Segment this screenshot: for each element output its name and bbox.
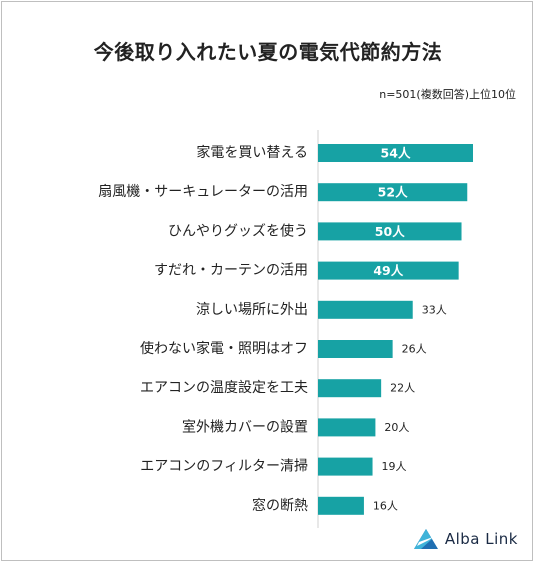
value-label: 16人 [373, 499, 398, 512]
bar [318, 457, 373, 476]
brand-name: Alba Link [444, 530, 518, 548]
value-label: 26人 [402, 343, 427, 356]
sample-note: n=501(複数回答)上位10位 [379, 88, 516, 101]
category-label: 窓の断熱 [252, 497, 308, 514]
category-label: 室外機カバーの設置 [182, 418, 308, 435]
category-label: エアコンのフィルター清掃 [140, 458, 308, 475]
value-label: 50人 [375, 224, 405, 239]
value-label: 33人 [422, 303, 447, 316]
value-label: 22人 [390, 382, 415, 395]
bar [318, 418, 376, 437]
value-label: 19人 [382, 460, 407, 473]
value-label: 54人 [381, 146, 411, 161]
bar [318, 222, 462, 241]
brand-logo: Alba Link [413, 528, 518, 550]
value-label: 52人 [378, 185, 408, 200]
category-label: 家電を買い替える [196, 144, 308, 161]
category-label: 涼しい場所に外出 [196, 302, 308, 318]
bar [318, 261, 459, 280]
value-label: 20人 [384, 421, 409, 434]
value-label: 49人 [373, 263, 403, 278]
category-label: 使わない家電・照明はオフ [140, 340, 308, 357]
category-label: すだれ・カーテンの活用 [154, 263, 308, 279]
category-label: ひんやりグッズを使う [168, 222, 308, 239]
bar [318, 340, 393, 358]
category-label: 扇風機・サーキュレーターの活用 [98, 184, 308, 200]
bar [318, 300, 413, 319]
alba-link-logo-icon [413, 529, 438, 549]
bar [318, 144, 473, 162]
bar [318, 496, 364, 515]
bar [318, 183, 468, 202]
category-label: エアコンの温度設定を工夫 [140, 380, 308, 396]
bar [318, 379, 382, 398]
chart-title: 今後取り入れたい夏の電気代節約方法 [93, 40, 443, 64]
